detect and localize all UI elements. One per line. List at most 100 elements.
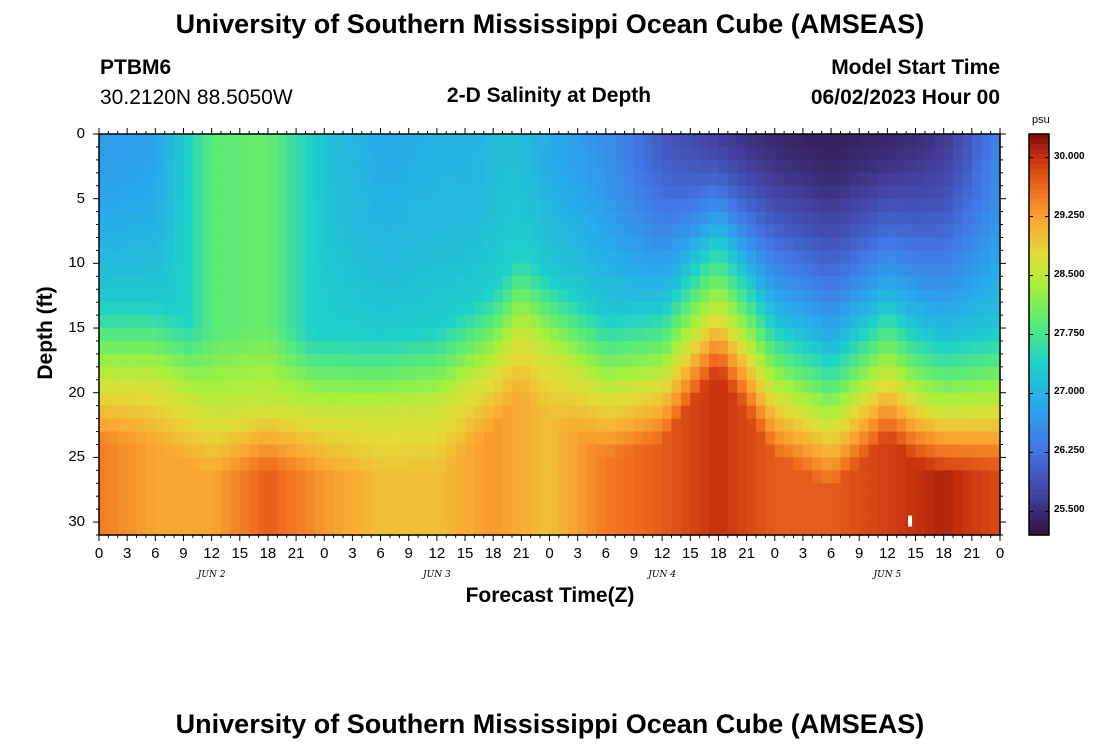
heatmap-cell bbox=[915, 146, 926, 161]
heatmap-cell bbox=[615, 185, 626, 200]
heatmap-cell bbox=[558, 134, 569, 148]
heatmap-cell bbox=[361, 431, 372, 446]
heatmap-cell bbox=[277, 134, 288, 148]
heatmap-cell bbox=[887, 159, 898, 174]
heatmap-cell bbox=[699, 315, 710, 329]
heatmap-cell bbox=[183, 509, 194, 523]
heatmap-cell bbox=[305, 418, 316, 433]
heatmap-cell bbox=[418, 185, 429, 200]
heatmap-cell bbox=[511, 457, 522, 471]
heatmap-cell bbox=[699, 276, 710, 290]
heatmap-cell bbox=[502, 522, 513, 536]
heatmap-cell bbox=[821, 470, 832, 484]
heatmap-cell bbox=[953, 470, 964, 484]
heatmap-cell bbox=[896, 172, 907, 187]
heatmap-cell bbox=[662, 263, 673, 277]
heatmap-cell bbox=[108, 198, 119, 213]
heatmap-cell bbox=[192, 470, 203, 484]
heatmap-cell bbox=[971, 185, 982, 200]
heatmap-cell bbox=[596, 392, 607, 407]
heatmap-cell bbox=[718, 302, 729, 316]
heatmap-cell bbox=[455, 315, 466, 329]
heatmap-cell bbox=[230, 315, 241, 329]
heatmap-cell bbox=[174, 470, 185, 484]
heatmap-cell bbox=[981, 353, 992, 368]
heatmap-cell bbox=[943, 470, 954, 484]
heatmap-cell bbox=[953, 250, 964, 264]
heatmap-cell bbox=[446, 237, 457, 252]
heatmap-cell bbox=[596, 444, 607, 458]
heatmap-cell bbox=[371, 522, 382, 536]
x-tick-label: 12 bbox=[653, 545, 671, 562]
heatmap-cell bbox=[746, 198, 757, 213]
heatmap-cell bbox=[624, 276, 635, 290]
heatmap-cell bbox=[633, 431, 644, 446]
heatmap-cell bbox=[202, 250, 213, 264]
heatmap-cell bbox=[127, 263, 138, 277]
heatmap-cell bbox=[361, 146, 372, 161]
heatmap-cell bbox=[680, 328, 691, 342]
heatmap-cell bbox=[962, 263, 973, 277]
heatmap-cell bbox=[821, 366, 832, 381]
heatmap-cell bbox=[615, 263, 626, 277]
heatmap-cell bbox=[343, 392, 354, 407]
heatmap-cell bbox=[671, 340, 682, 355]
heatmap-cell bbox=[596, 522, 607, 536]
heatmap-cell bbox=[192, 289, 203, 303]
heatmap-cell bbox=[211, 289, 222, 303]
heatmap-cell bbox=[221, 159, 231, 174]
heatmap-cell bbox=[671, 431, 682, 446]
heatmap-cell bbox=[493, 276, 504, 290]
heatmap-cell bbox=[868, 146, 879, 161]
heatmap-cell bbox=[633, 315, 644, 329]
heatmap-cell bbox=[145, 302, 156, 316]
heatmap-cell bbox=[511, 224, 522, 239]
heatmap-cell bbox=[802, 509, 813, 523]
heatmap-cell bbox=[117, 211, 128, 226]
heatmap-cell bbox=[755, 392, 766, 407]
heatmap-cell bbox=[633, 522, 644, 536]
heatmap-cell bbox=[624, 431, 635, 446]
heatmap-cell bbox=[286, 237, 297, 252]
heatmap-cell bbox=[821, 276, 832, 290]
heatmap-cell bbox=[117, 418, 128, 433]
heatmap-cell bbox=[737, 315, 748, 329]
heatmap-cell bbox=[662, 224, 673, 239]
heatmap-cell bbox=[127, 353, 138, 368]
heatmap-cell bbox=[333, 509, 344, 523]
heatmap-cell bbox=[418, 159, 429, 174]
x-tick-label: 12 bbox=[203, 545, 220, 562]
heatmap-cell bbox=[774, 340, 785, 355]
heatmap-cell bbox=[615, 211, 626, 226]
heatmap-cell bbox=[990, 340, 1001, 355]
heatmap-cell bbox=[286, 172, 297, 187]
heatmap-cell bbox=[624, 224, 635, 239]
heatmap-cell bbox=[343, 146, 354, 161]
heatmap-cell bbox=[145, 509, 156, 523]
heatmap-cell bbox=[117, 289, 128, 303]
heatmap-cell bbox=[680, 134, 691, 148]
colorbar-segment bbox=[1029, 419, 1049, 426]
heatmap-cell bbox=[699, 159, 710, 174]
heatmap-cell bbox=[962, 315, 973, 329]
heatmap-cell bbox=[427, 366, 438, 381]
heatmap-cell bbox=[108, 250, 119, 264]
heatmap-cell bbox=[502, 302, 513, 316]
heatmap-cell bbox=[699, 172, 710, 187]
heatmap-cell bbox=[389, 522, 400, 536]
colorbar-segment bbox=[1029, 364, 1049, 371]
heatmap-cell bbox=[446, 302, 457, 316]
heatmap-cell bbox=[352, 392, 363, 407]
heatmap-cell bbox=[633, 289, 644, 303]
heatmap-cell bbox=[718, 289, 729, 303]
heatmap-cell bbox=[709, 366, 720, 381]
heatmap-cell bbox=[690, 302, 701, 316]
heatmap-cell bbox=[136, 302, 147, 316]
heatmap-cell bbox=[174, 483, 185, 497]
heatmap-cell bbox=[221, 431, 231, 446]
heatmap-cell bbox=[934, 263, 945, 277]
heatmap-cell bbox=[530, 444, 541, 458]
colorbar-segment bbox=[1029, 489, 1049, 496]
heatmap-cell bbox=[887, 444, 898, 458]
colorbar-segment bbox=[1029, 479, 1049, 486]
